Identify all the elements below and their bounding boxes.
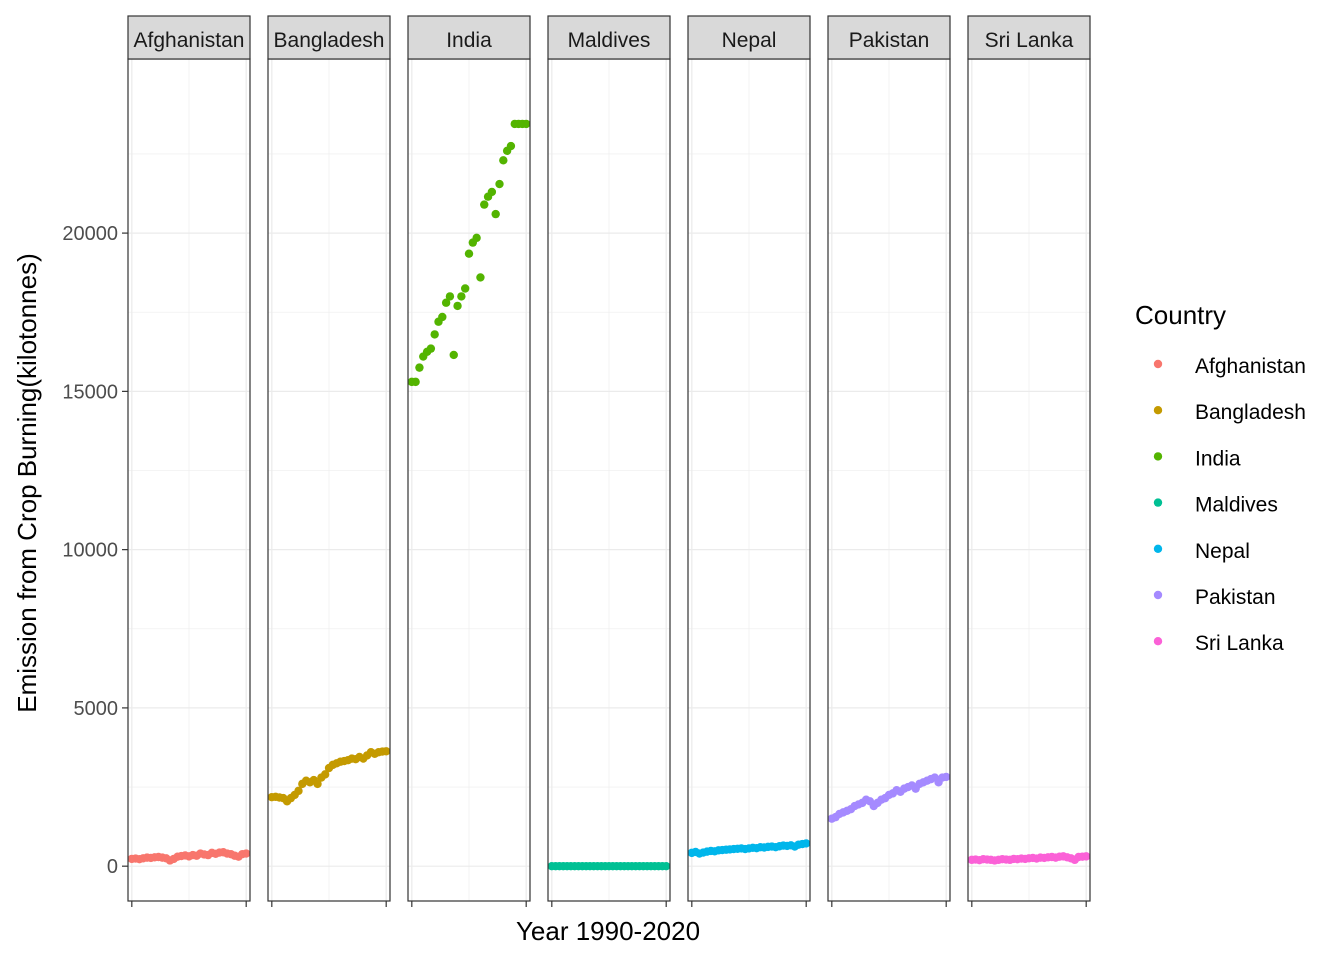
point-india-1996 (430, 330, 439, 339)
point-india-2005 (464, 249, 474, 258)
point-india-2000 (445, 292, 455, 301)
facet-strip-label-afghanistan: Afghanistan (134, 29, 245, 52)
point-india-2008 (476, 273, 485, 282)
point-india-1998 (438, 312, 447, 322)
legend-label-afghanistan: Afghanistan (1195, 355, 1306, 378)
point-afghanistan-2020 (241, 849, 251, 858)
legend-label-maldives: Maldives (1195, 494, 1278, 517)
point-india-1995 (426, 344, 436, 353)
facet-strip-label-pakistan: Pakistan (849, 29, 930, 52)
point-india-1999 (441, 298, 451, 307)
facet-strip-afghanistan (127, 15, 251, 60)
legend-key-maldives (1153, 498, 1163, 507)
facet-strip-label-nepal: Nepal (722, 29, 777, 52)
y-axis-title: Emission from Crop Burning(kilotonnes) (12, 253, 42, 713)
point-india-2004 (460, 284, 470, 293)
point-india-2009 (480, 200, 489, 209)
facet-strip-bangladesh (267, 15, 391, 60)
y-tick-label-20000: 20000 (62, 223, 118, 245)
facet-strip-label-bangladesh: Bangladesh (274, 29, 385, 52)
point-india-1992 (415, 363, 424, 372)
facet-strip-pakistan (827, 15, 951, 60)
y-tick-label-5000: 5000 (74, 698, 119, 720)
legend-label-pakistan: Pakistan (1195, 586, 1276, 609)
y-tick-label-15000: 15000 (62, 381, 118, 403)
x-axis-title: Year 1990-2020 (516, 916, 700, 946)
point-india-2011 (487, 187, 497, 197)
y-tick-label-0: 0 (107, 856, 118, 878)
facet-strip-maldives (547, 15, 671, 60)
point-bangladesh-2004 (320, 770, 330, 779)
legend-key-india (1153, 452, 1163, 461)
point-india-2003 (457, 292, 466, 301)
point-india-2020 (521, 119, 531, 129)
legend-key-sri-lanka (1153, 637, 1163, 646)
point-sri-lanka-2020 (1081, 852, 1091, 861)
point-india-2012 (491, 209, 500, 219)
point-india-2016 (506, 141, 516, 151)
point-india-2014 (499, 156, 508, 165)
point-india-1991 (411, 377, 420, 387)
point-bangladesh-1997 (294, 786, 303, 796)
legend-label-bangladesh: Bangladesh (1195, 401, 1306, 424)
y-tick-label-10000: 10000 (62, 540, 118, 562)
facet-strip-sri-lanka (967, 15, 1091, 60)
point-india-2002 (453, 301, 462, 311)
legend-key-nepal (1153, 544, 1163, 553)
point-pakistan-2020 (941, 772, 951, 782)
facet-strip-india (407, 15, 531, 60)
legend-key-pakistan (1153, 590, 1163, 600)
legend-label-india: India (1195, 447, 1241, 470)
legend-title: Country (1135, 300, 1226, 330)
facet-strip-label-india: India (446, 29, 492, 52)
facet-strip-nepal (687, 15, 811, 60)
point-nepal-2020 (801, 839, 811, 848)
legend-key-bangladesh (1153, 406, 1163, 415)
facet-strip-label-maldives: Maldives (568, 29, 651, 52)
point-bangladesh-2002 (313, 779, 322, 789)
legend-label-nepal: Nepal (1195, 540, 1250, 563)
point-maldives-2020 (661, 861, 671, 871)
point-india-2013 (495, 179, 504, 189)
legend-key-afghanistan (1153, 359, 1163, 369)
legend-label-sri-lanka: Sri Lanka (1195, 632, 1284, 655)
point-bangladesh-2020 (381, 747, 391, 756)
point-india-2007 (472, 233, 481, 243)
facet-strip-label-sri-lanka: Sri Lanka (985, 29, 1074, 52)
point-india-2001 (449, 350, 458, 360)
